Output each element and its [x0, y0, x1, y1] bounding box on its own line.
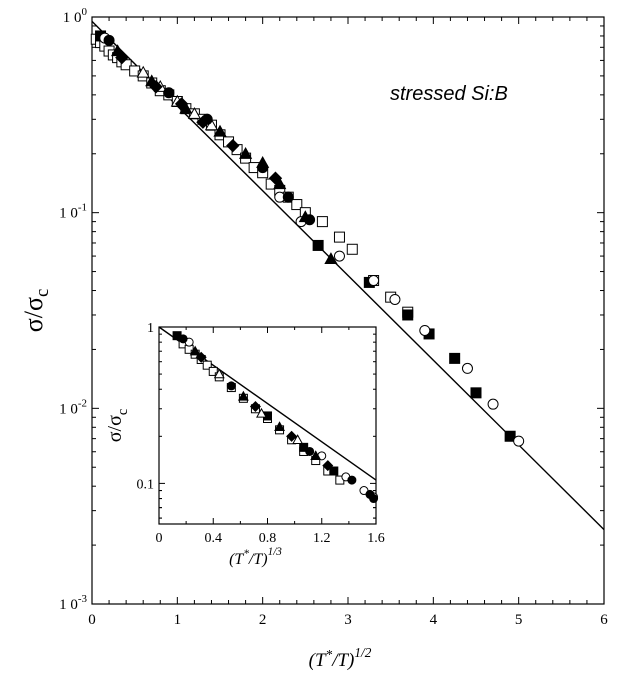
data-point [226, 138, 240, 153]
data-point [136, 65, 150, 78]
data-point [249, 401, 261, 413]
data-point [292, 434, 304, 444]
data-point [368, 275, 380, 287]
data-point [187, 107, 201, 119]
data-point [208, 366, 218, 376]
data-point [316, 216, 328, 228]
y-tick-label: 1 0-3 [59, 593, 87, 613]
data-point [268, 171, 283, 185]
data-point [149, 80, 163, 94]
x-tick-label: 4 [430, 612, 438, 628]
data-point [189, 345, 201, 356]
x-tick-label: 3 [344, 612, 352, 628]
data-point [226, 381, 236, 391]
y-tick-label: 1 0-1 [59, 202, 87, 222]
data-point [291, 199, 303, 211]
y-tick-label: 0.1 [137, 477, 155, 492]
data-point [310, 450, 322, 461]
data-point [274, 421, 286, 432]
data-point [202, 360, 212, 370]
x-tick-label: 1.2 [313, 531, 331, 546]
data-point [312, 239, 324, 251]
data-point [487, 398, 499, 410]
data-point [449, 352, 461, 364]
data-point [299, 442, 309, 452]
plot-background [159, 327, 376, 524]
data-point [333, 231, 345, 243]
data-point [333, 250, 345, 262]
data-point [329, 466, 339, 476]
y-tick-label: 1 0-2 [59, 397, 87, 417]
x-tick-label: 2 [259, 612, 267, 628]
data-point [324, 252, 338, 265]
data-point [389, 293, 401, 305]
data-point [195, 351, 207, 363]
x-axis-title: (T*/T)1/3 [229, 546, 282, 568]
data-point [369, 494, 379, 504]
data-point [256, 407, 267, 418]
data-point [504, 430, 516, 442]
y-tick-label: 1 [147, 321, 154, 336]
data-point [419, 324, 431, 336]
data-point [305, 446, 315, 456]
annotation-label: stressed Si:B [390, 83, 508, 105]
x-tick-label: 0 [156, 531, 163, 546]
data-point [513, 435, 525, 447]
data-point [115, 50, 129, 65]
data-point [213, 124, 227, 137]
data-point [346, 243, 358, 255]
data-point [322, 460, 334, 472]
main-plot: 0 1 2 3 4 5 6 1 00 1 0-1 1 0-2 1 0-3 (T*/T)1/2 σ/σc [19, 6, 608, 671]
data-point [470, 387, 482, 399]
data-point [174, 97, 189, 111]
data-point [201, 113, 213, 125]
data-point [163, 87, 175, 99]
x-tick-label: 6 [600, 612, 608, 628]
data-point [304, 214, 316, 226]
inset-plot: 0 0.4 0.8 1.2 1.6 1 0.1 (T*/T)1/3 σ/σc [104, 321, 385, 568]
data-point [286, 430, 298, 442]
data-point [239, 146, 253, 159]
data-point [103, 34, 115, 46]
y-tick-label: 1 00 [63, 6, 88, 26]
x-tick-label: 0 [88, 612, 96, 628]
data-point [178, 334, 188, 344]
y-axis-title: σ/σc [104, 409, 131, 443]
data-point [257, 162, 269, 174]
data-point [402, 309, 414, 321]
data-point [347, 475, 357, 485]
y-axis-title: σ/σc [19, 289, 53, 333]
x-tick-label: 1 [174, 612, 182, 628]
data-point [461, 362, 473, 374]
data-point [237, 390, 249, 401]
x-tick-label: 0.8 [259, 531, 277, 546]
data-point [213, 368, 225, 379]
x-tick-label: 0.4 [205, 531, 223, 546]
data-point [282, 191, 294, 203]
x-tick-label: 5 [515, 612, 523, 628]
x-tick-label: 1.6 [367, 531, 385, 546]
x-axis-title: (T*/T)1/2 [309, 645, 372, 671]
